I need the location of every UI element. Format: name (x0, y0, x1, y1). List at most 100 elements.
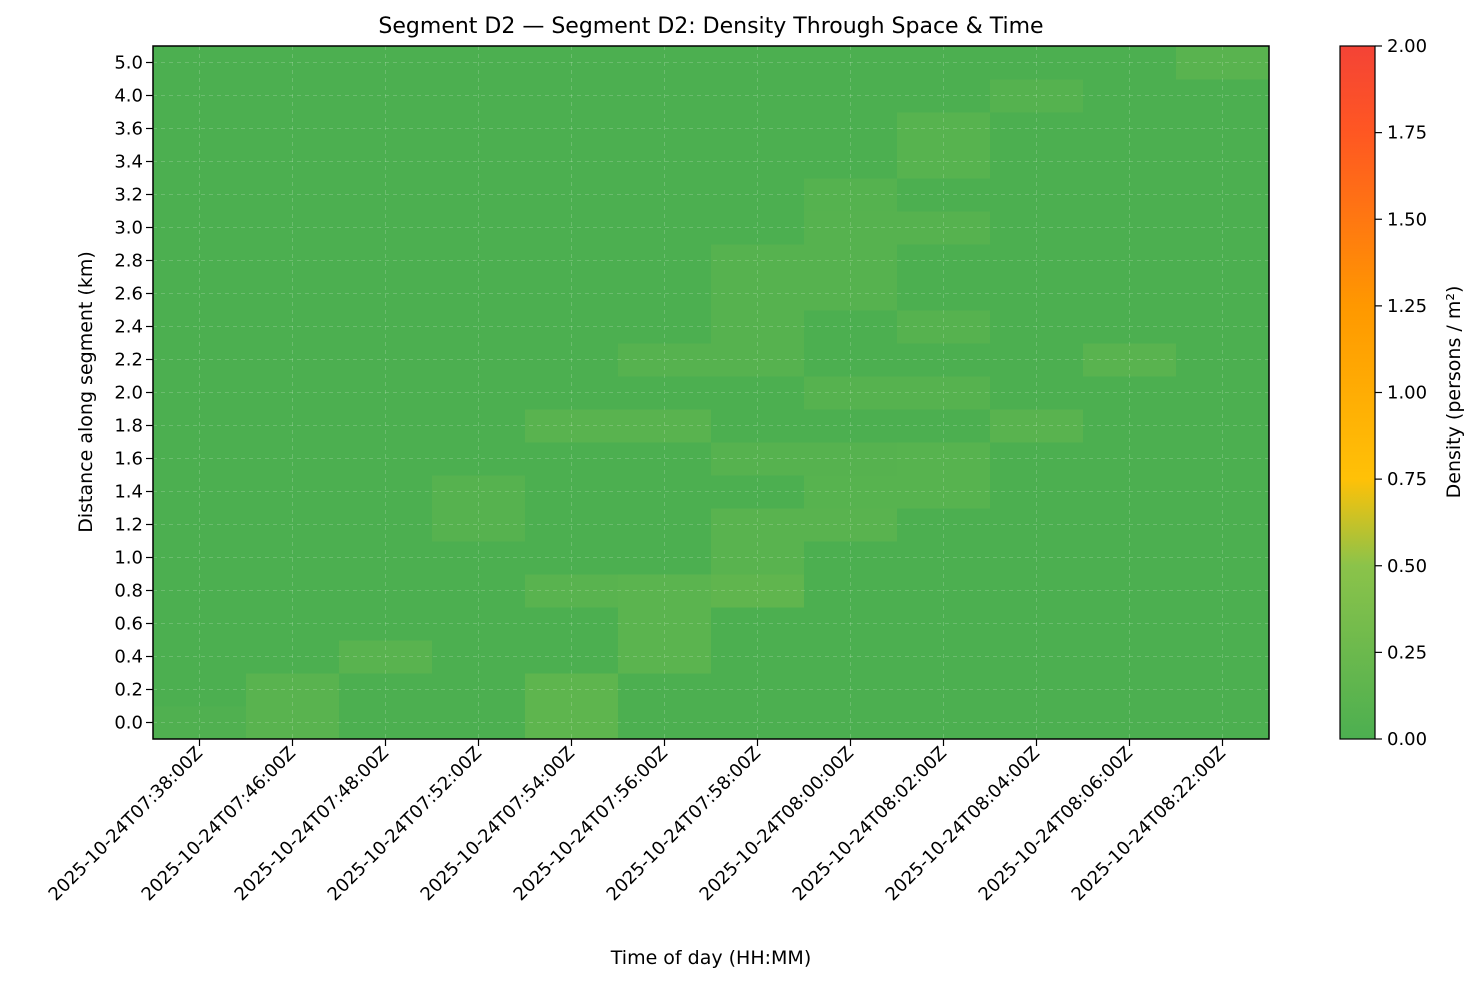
heatmap-cell (432, 574, 526, 608)
heatmap-cell (339, 145, 433, 179)
heatmap-cell (618, 343, 712, 377)
y-tick-label: 0.2 (114, 680, 143, 701)
heatmap-cell (990, 508, 1084, 542)
heatmap-cell (1083, 79, 1177, 113)
heatmap-cell (804, 178, 898, 212)
heatmap-cell (897, 244, 991, 278)
heatmap-cell (711, 178, 805, 212)
heatmap-cell (897, 574, 991, 608)
heatmap-cell (990, 277, 1084, 311)
heatmap-cell (804, 277, 898, 311)
heatmap-cell (339, 79, 433, 113)
heatmap-cell (153, 574, 247, 608)
heatmap-cell (897, 46, 991, 80)
heatmap-cell (618, 574, 712, 608)
heatmap-cell (246, 211, 340, 245)
heatmap-cell (153, 607, 247, 641)
heatmap-cell (804, 244, 898, 278)
heatmap-cell (1176, 178, 1270, 212)
heatmap-cell (618, 244, 712, 278)
heatmap-cell (432, 211, 526, 245)
heatmap-cell (525, 541, 619, 575)
y-tick-label: 3.2 (114, 185, 143, 206)
heatmap-cell (804, 508, 898, 542)
heatmap-cell (804, 442, 898, 476)
heatmap-cell (618, 145, 712, 179)
heatmap-cell (1176, 442, 1270, 476)
heatmap-cell (432, 244, 526, 278)
heatmap-cell (897, 178, 991, 212)
heatmap-cell (990, 310, 1084, 344)
heatmap-cell (246, 574, 340, 608)
heatmap-cell (432, 442, 526, 476)
heatmap-cell (804, 112, 898, 146)
heatmap-cell (339, 376, 433, 410)
heatmap-cell (525, 574, 619, 608)
y-tick-label: 2.8 (114, 251, 143, 272)
heatmap-cell (339, 46, 433, 80)
y-tick-label: 2.0 (114, 383, 143, 404)
y-tick-label: 1.2 (114, 515, 143, 536)
heatmap-cell (711, 244, 805, 278)
heatmap-cell (1176, 46, 1270, 80)
y-tick-label: 0.6 (114, 614, 143, 635)
heatmap-cell (711, 574, 805, 608)
heatmap-cell (1176, 640, 1270, 674)
heatmap-cell (1083, 277, 1177, 311)
heatmap-cell (618, 607, 712, 641)
heatmap-cell (246, 79, 340, 113)
heatmap-cell (711, 508, 805, 542)
heatmap-cell (1083, 706, 1177, 740)
colorbar: 0.00 0.25 0.50 0.75 1.00 1.25 1.50 1.75 2.00 Den… (1339, 36, 1465, 750)
heatmap-cell (339, 541, 433, 575)
y-tick-label: 0.0 (114, 713, 143, 734)
heatmap-cell (1083, 46, 1177, 80)
heatmap-cell (525, 145, 619, 179)
heatmap-cell (153, 475, 247, 509)
heatmap-cell (1176, 244, 1270, 278)
colorbar-tick-label: 1.50 (1387, 209, 1427, 230)
heatmap-cell (990, 376, 1084, 410)
heatmap-cell (246, 475, 340, 509)
x-tick-label: 2025-10-24T08:00:00Z (696, 743, 858, 905)
heatmap-cell (897, 277, 991, 311)
heatmap-cell (990, 574, 1084, 608)
heatmap-cell (525, 343, 619, 377)
heatmap-cell (990, 211, 1084, 245)
colorbar-tick-label: 0.00 (1387, 729, 1427, 750)
heatmap-cell (1176, 310, 1270, 344)
heatmap-cell (990, 244, 1084, 278)
heatmap-cell (618, 211, 712, 245)
heatmap-cell (804, 475, 898, 509)
heatmap-cell (339, 607, 433, 641)
x-tick-label: 2025-10-24T07:52:00Z (324, 743, 486, 905)
heatmap-cell (804, 376, 898, 410)
heatmap-cell (246, 277, 340, 311)
heatmap-cell (711, 409, 805, 443)
heatmap-cell (432, 475, 526, 509)
heatmap-cell (525, 442, 619, 476)
heatmap-cell (1176, 145, 1270, 179)
heatmap-cell (432, 343, 526, 377)
heatmap-cell (897, 541, 991, 575)
heatmap-cell (153, 409, 247, 443)
heatmap-cell (618, 376, 712, 410)
heatmap-cell (246, 376, 340, 410)
x-tick-label: 2025-10-24T08:06:00Z (975, 743, 1137, 905)
heatmap-cell (339, 640, 433, 674)
y-tick-label: 2.6 (114, 284, 143, 305)
heatmap-cell (897, 79, 991, 113)
heatmap-cell (990, 442, 1084, 476)
heatmap-cell (339, 112, 433, 146)
heatmap-cell (153, 508, 247, 542)
heatmap-cell (525, 706, 619, 740)
heatmap-cell (339, 409, 433, 443)
heatmap-cell (990, 178, 1084, 212)
heatmap-cell (1083, 640, 1177, 674)
heatmap-cell (153, 541, 247, 575)
heatmap-cell (1176, 409, 1270, 443)
heatmap-cell (1083, 607, 1177, 641)
heatmap-cell (246, 178, 340, 212)
heatmap-cell (432, 508, 526, 542)
heatmap-cell (525, 409, 619, 443)
